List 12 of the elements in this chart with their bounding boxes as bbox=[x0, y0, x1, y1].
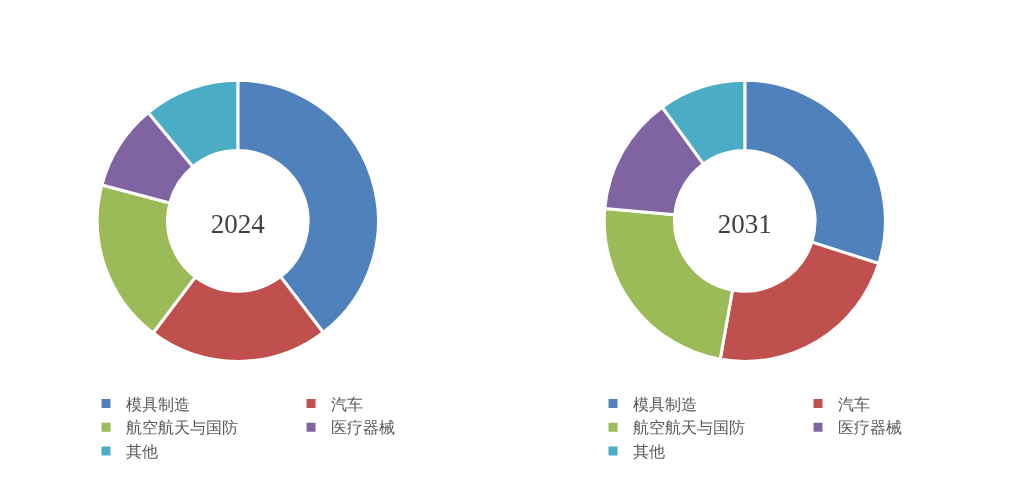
legend-label: 航空航天与国防 bbox=[633, 418, 746, 438]
legend-label: 汽车 bbox=[838, 394, 871, 414]
legend-label: 模具制造 bbox=[126, 394, 191, 414]
legend-label: 其他 bbox=[126, 442, 159, 462]
text: 2031 bbox=[717, 208, 772, 239]
legend-label: 其他 bbox=[633, 442, 666, 462]
legend-label: 航空航天与国防 bbox=[126, 418, 239, 438]
legend-label: 医疗器械 bbox=[838, 418, 903, 438]
text: 2024 bbox=[210, 208, 266, 239]
legend-label: 医疗器械 bbox=[331, 418, 396, 438]
legend-label: 汽车 bbox=[331, 394, 364, 414]
legend-label: 模具制造 bbox=[633, 394, 698, 414]
